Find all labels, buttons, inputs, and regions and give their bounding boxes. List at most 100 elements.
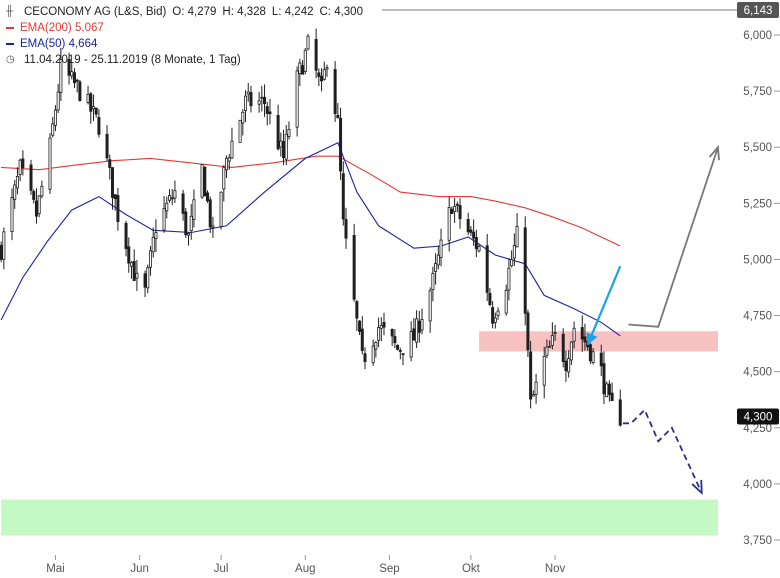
candle-body	[127, 246, 131, 264]
candle	[379, 317, 383, 342]
candle-body	[70, 71, 74, 77]
candle-body	[396, 344, 400, 350]
candle-body	[439, 239, 443, 258]
candle-body	[241, 111, 245, 124]
candle-body	[249, 92, 253, 107]
candle-body	[257, 100, 261, 105]
candle-body	[447, 207, 451, 241]
candle	[70, 62, 74, 80]
high-label: H:	[222, 6, 234, 18]
candle-body	[15, 176, 19, 189]
candle-body	[534, 381, 538, 395]
candle-body	[167, 195, 171, 201]
candle-body	[599, 352, 603, 367]
candle-body	[434, 263, 438, 272]
candle	[325, 64, 329, 77]
candle	[110, 167, 114, 210]
candle	[219, 191, 223, 230]
candle	[181, 189, 185, 221]
candle-body	[545, 346, 549, 356]
candle	[206, 190, 210, 203]
high-price-badge	[737, 2, 779, 18]
candle	[420, 308, 424, 335]
candle-body	[379, 325, 383, 329]
candle	[230, 127, 234, 159]
candle-body	[206, 192, 210, 202]
candle	[374, 341, 378, 358]
candles-layer	[0, 28, 622, 427]
candle-body	[436, 254, 440, 266]
candle	[377, 317, 381, 348]
candle-body	[602, 363, 606, 395]
candle-body	[314, 39, 318, 71]
ema50-label: EMA(50)	[20, 38, 66, 50]
candle-body	[523, 227, 527, 314]
candle	[431, 266, 435, 302]
candle	[135, 259, 139, 291]
legend-ema50-row: EMA(50) 4,664	[6, 36, 363, 52]
candle	[523, 216, 527, 326]
y-tick-label: 4,000	[743, 479, 772, 491]
candle	[453, 197, 457, 223]
candle	[146, 264, 150, 294]
candle	[382, 312, 386, 336]
candle-body	[10, 197, 14, 232]
candle-body	[75, 79, 79, 82]
candle	[339, 107, 343, 180]
candle	[276, 104, 280, 151]
candle-body	[108, 159, 112, 168]
candle-body	[21, 158, 25, 169]
candle-body	[276, 115, 280, 150]
candle	[569, 341, 573, 365]
gray-up-arrow-line	[628, 146, 719, 328]
candle-body	[507, 267, 511, 291]
candle	[282, 129, 286, 166]
candle-body	[284, 133, 288, 160]
candle	[89, 91, 93, 124]
candle-body	[0, 244, 3, 260]
candle	[0, 241, 3, 263]
candle-body	[124, 223, 128, 250]
candle	[21, 150, 25, 176]
candle	[542, 346, 546, 399]
x-tick-label: Sep	[379, 563, 399, 575]
blue-arrow-shaft	[586, 265, 622, 346]
ema50-line	[0, 141, 621, 337]
candle-body	[317, 72, 321, 77]
candle-body	[512, 245, 516, 259]
candle-body	[113, 194, 117, 200]
candle	[203, 166, 207, 197]
candle-body	[496, 310, 500, 317]
candle	[485, 233, 489, 302]
candle	[29, 159, 33, 195]
candle	[507, 258, 511, 301]
candle	[129, 261, 133, 279]
candle	[151, 227, 155, 258]
candle-body	[355, 301, 359, 319]
x-tick-label: Nov	[545, 563, 566, 575]
candle-body	[59, 59, 63, 93]
navy-dashed-arrow-head	[691, 479, 703, 495]
candle	[279, 132, 283, 157]
close-label: C:	[319, 6, 331, 18]
candle-body	[246, 91, 250, 95]
candle	[455, 201, 459, 213]
candle-body	[105, 133, 109, 159]
candle	[167, 189, 171, 203]
candle	[303, 47, 307, 75]
x-axis: Mai Jun Jul Aug Sep Okt Nov	[46, 555, 566, 575]
candle-body	[170, 197, 174, 200]
chart-legend: ╫ CECONOMY AG (L&S, Bid) O: 4,279 H: 4,3…	[6, 4, 363, 68]
candle	[401, 353, 405, 366]
resistance-zone	[479, 331, 718, 352]
y-tick-label: 3,750	[743, 535, 772, 547]
candle-body	[477, 246, 481, 252]
candle	[162, 196, 166, 233]
candle	[200, 164, 204, 199]
candle	[469, 225, 473, 236]
candle-body	[485, 245, 489, 293]
candle-body	[162, 207, 166, 231]
candle-body	[146, 267, 150, 289]
candle-body	[173, 190, 177, 199]
